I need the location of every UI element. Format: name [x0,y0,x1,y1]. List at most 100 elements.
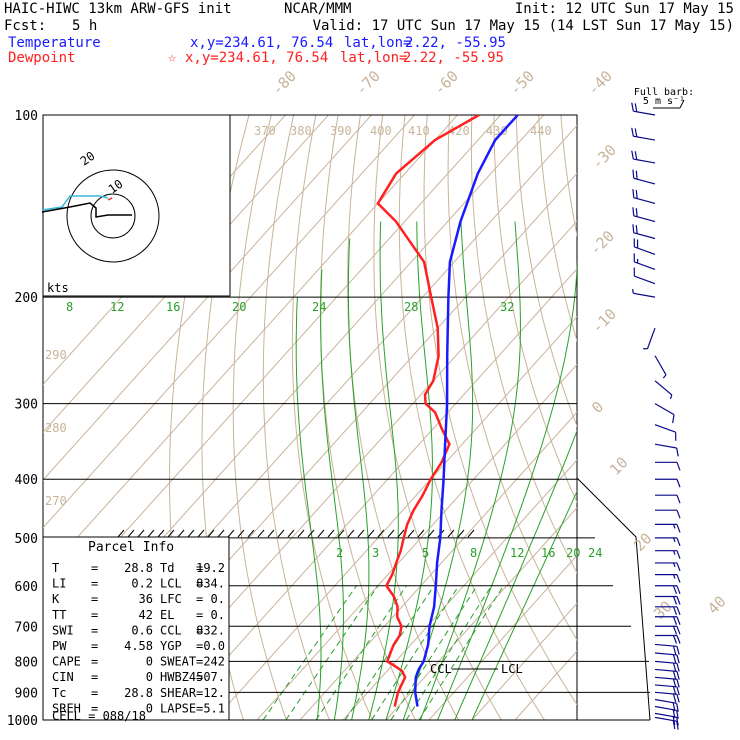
star-icon: ☆ [168,50,177,66]
parcel-info-cell: = [91,670,98,684]
hatch-mark [227,529,235,538]
hatch-mark [307,529,315,538]
hatch-mark [197,529,205,538]
wind-barb-flag [635,190,638,199]
parcel-info-cell: = [196,639,203,653]
wind-barb [654,424,677,441]
parcel-info-cell: 0. [211,608,225,622]
wind-barb [655,461,681,471]
barb-legend-line2: 5 m s⁻¹ [643,96,685,107]
theta-label: 270 [45,494,67,508]
wind-barb-half-flag [662,374,667,379]
moist-adiabat-label: 32 [500,300,514,314]
dry-adiabat-line [650,115,740,720]
hatch-mark [147,529,155,538]
parcel-info-cell: 0.6 [131,623,153,637]
parcel-info-title: Parcel Info [88,540,174,555]
isotherm-line [43,115,458,577]
wind-barb-half-flag [669,394,673,400]
parcel-info-cell: 4.58 [124,639,153,653]
wind-barb-staff [633,215,656,223]
parcel-info-cell: = [91,701,98,715]
parcel-info-cell: K [52,592,60,606]
wind-barb-staff [654,660,677,664]
parcel-info-cell: = [91,686,98,700]
parcel-info-cell: LFC [160,592,182,606]
parcel-info-cell: Td [160,561,174,575]
wind-barb [655,509,681,519]
wind-barb-flag [672,585,678,594]
isotherm-label: 10 [606,453,632,479]
wind-barb-flag [676,494,681,504]
wind-barb-staff [654,676,677,680]
parcel-info-cell: 834. [196,577,225,591]
dewpoint-latlon-label: lat,lon= [340,50,407,66]
wind-barb-flag [635,225,638,234]
isotherm-label: -30 [588,141,620,173]
wind-barb-half-flag [672,524,676,529]
wind-barb-staff [654,712,677,718]
theta-label: 280 [45,421,67,435]
parcel-info-cell: HWBZ [160,670,189,684]
wind-barb-flag [634,151,638,160]
dry-adiabat-line [447,115,577,641]
wind-barb-flag [676,694,680,703]
wind-barb-staff [633,110,656,116]
wind-barb-staff [633,158,656,164]
wind-barb-flag [676,671,680,680]
wind-barb [655,573,681,583]
dry-adiabat-line [560,115,577,238]
parcel-info-cell: SHEAR [160,686,197,700]
hatch-mark [137,529,145,538]
wind-barb-staff [654,380,673,396]
parcel-info-cell: = [196,701,203,715]
barb-legend-line1: Full barb: [634,87,694,98]
parcel-info-cell: SWEAT [160,655,196,669]
hatch-mark [357,529,365,538]
dewpoint-profile [376,115,480,707]
wind-barb-staff [654,716,677,722]
parcel-info-cell: = [196,577,203,591]
parcel-info-cell: 19.2 [196,561,225,575]
plot-frame-wedge [576,477,651,721]
moist-adiabat-line [295,297,322,720]
hatch-mark [387,529,395,538]
wind-barb-flag [672,702,676,712]
parcel-info-cell: YGP [160,639,182,653]
parcel-info-cell: = [91,639,98,653]
forecast-label: Fcst: [4,18,46,34]
moist-adiabat-label: 28 [404,300,418,314]
wind-barb-flag [676,721,679,730]
wind-barb-flag [672,626,678,635]
theta-label: 420 [448,124,470,138]
parcel-info-rows: T = 28.8 Td =19.2LI = 0.2 LCL =834.K = 36 LFC = 0.TT =… [52,561,225,715]
wind-barb-column: Full barb: 5 m s⁻¹ [631,87,694,730]
dry-adiabat-line [583,115,740,720]
pressure-label: 1000 [7,714,38,729]
parcel-info-cell: T [52,561,59,575]
init-time: Init: 12 UTC Sun 17 May 15 [515,1,734,17]
moist-adiabats [295,221,577,720]
hatch-mark [177,529,185,538]
isotherm-line [256,363,577,720]
mixing-ratio-line [371,585,460,720]
theta-label: 430 [486,124,508,138]
parcel-info-cell: = [91,592,98,606]
isotherm-line [342,459,577,720]
moist-adiabat-line [368,221,399,720]
isotherm-line [170,268,577,720]
parcel-info-cell: = [196,686,203,700]
parcel-info-cell: CAPE [52,655,81,669]
hatch-mark [417,529,425,538]
wind-barb [655,562,681,572]
wind-barb-flag [676,562,681,572]
isotherm-label: 0 [588,398,607,417]
wind-barb [632,207,656,223]
hatch-mark [237,529,245,538]
parcel-info-cell: LI [52,577,66,591]
parcel-info-cell: 0.0 [203,639,225,653]
wind-barb [633,267,656,285]
parcel-info-cell: 4507. [189,670,225,684]
parcel-info-cell: 832. [196,623,225,637]
wind-barb-staff [646,327,656,349]
